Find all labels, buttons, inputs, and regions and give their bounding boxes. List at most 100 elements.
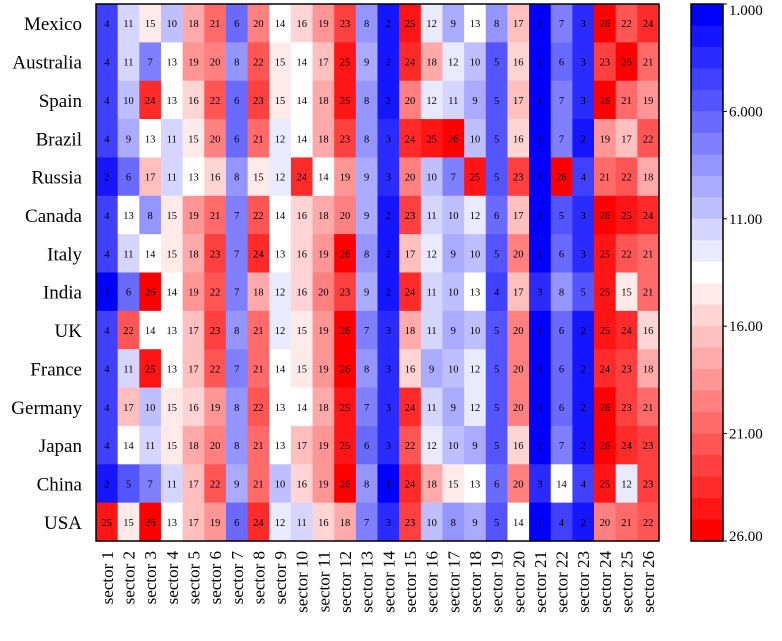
heatmap-cell <box>96 4 119 43</box>
cell-value-label: 3 <box>386 326 391 337</box>
heatmap-cell <box>225 157 249 197</box>
heatmap-cell <box>117 387 140 427</box>
cell-value-label: 1 <box>537 403 542 414</box>
heatmap-cell <box>550 272 573 312</box>
heatmap-cell <box>290 425 314 465</box>
cell-value-label: 5 <box>494 96 499 107</box>
cell-value-label: 8 <box>494 19 499 30</box>
cell-value-label: 18 <box>188 441 199 452</box>
column-label: sector 11 <box>314 551 333 612</box>
heatmap-cell <box>225 310 249 350</box>
cell-value-label: 22 <box>210 479 221 490</box>
cell-value-label: 22 <box>123 326 134 337</box>
cell-value-label: 24 <box>253 518 264 529</box>
cell-value-label: 14 <box>275 211 286 222</box>
heatmap-cell <box>572 387 595 427</box>
cell-value-label: 19 <box>318 479 329 490</box>
cell-value-label: 3 <box>386 441 391 452</box>
cell-value-label: 22 <box>253 211 264 222</box>
cell-value-label: 11 <box>167 479 177 490</box>
cell-value-label: 22 <box>621 249 632 260</box>
heatmap-cell <box>464 349 487 389</box>
heatmap-cell <box>139 234 162 274</box>
heatmap-cell <box>529 195 552 235</box>
cell-value-label: 23 <box>340 288 351 299</box>
heatmap-cell <box>399 157 422 197</box>
cell-value-label: 8 <box>364 19 369 30</box>
cell-value-label: 12 <box>470 403 481 414</box>
heatmap-cell <box>139 157 162 197</box>
cell-value-label: 17 <box>513 211 524 222</box>
heatmap-cell <box>442 272 465 312</box>
cell-value-label: 12 <box>426 249 437 260</box>
heatmap-cell <box>594 272 617 312</box>
cell-value-label: 13 <box>167 58 178 69</box>
colorbar-step <box>691 455 723 478</box>
heatmap-cell <box>550 119 573 159</box>
heatmap-cell <box>96 157 119 197</box>
heatmap-cell <box>529 387 552 427</box>
colorbar-step <box>691 68 723 91</box>
row-label: China <box>37 474 83 495</box>
heatmap-cell <box>485 195 509 235</box>
heatmap-cell <box>312 502 335 542</box>
heatmap-cell <box>312 119 335 159</box>
heatmap-cell <box>529 425 552 465</box>
heatmap-cell <box>312 425 335 465</box>
cell-value-label: 25 <box>600 288 611 299</box>
cell-value-label: 7 <box>364 403 369 414</box>
heatmap-cell <box>247 387 270 427</box>
cell-value-label: 16 <box>643 326 654 337</box>
heatmap-cell <box>377 425 400 465</box>
cell-value-label: 11 <box>123 58 133 69</box>
cell-value-label: 7 <box>234 249 239 260</box>
cell-value-label: 10 <box>426 173 437 184</box>
row-label: Japan <box>39 436 83 457</box>
cell-value-label: 19 <box>188 58 199 69</box>
cell-value-label: 17 <box>513 288 524 299</box>
cell-value-label: 19 <box>318 326 329 337</box>
heatmap-cell <box>442 387 465 427</box>
cell-value-label: 25 <box>426 134 437 145</box>
cell-value-label: 5 <box>494 58 499 69</box>
cell-value-label: 24 <box>405 479 416 490</box>
cell-value-label: 23 <box>210 249 221 260</box>
column-label: sector 14 <box>379 551 398 613</box>
cell-value-label: 12 <box>275 288 286 299</box>
heatmap-cell <box>139 310 162 350</box>
cell-value-label: 26 <box>340 326 351 337</box>
heatmap-cell <box>204 272 227 312</box>
heatmap-cell <box>269 4 292 43</box>
cell-value-label: 16 <box>296 211 307 222</box>
colorbar-step <box>691 175 723 198</box>
heatmap-cell <box>442 119 465 159</box>
heatmap-cell <box>464 80 487 120</box>
cell-value-label: 9 <box>451 403 456 414</box>
cell-value-label: 23 <box>643 441 654 452</box>
heatmap-cell <box>377 272 400 312</box>
cell-value-label: 21 <box>253 326 264 337</box>
heatmap-cell <box>96 234 119 274</box>
column-label: sector 13 <box>358 551 377 613</box>
heatmap-cell <box>334 157 357 197</box>
row-label: Australia <box>12 53 82 74</box>
heatmap-cell <box>312 310 335 350</box>
heatmap-cell <box>572 502 595 542</box>
heatmap-cell <box>572 42 595 82</box>
heatmap-cell <box>182 4 205 43</box>
cell-value-label: 2 <box>581 134 586 145</box>
heatmap-cell <box>420 4 444 43</box>
heatmap-cell <box>312 80 335 120</box>
cell-value-label: 7 <box>364 326 369 337</box>
cell-value-label: 13 <box>145 134 156 145</box>
colorbar-label: 16.00 <box>729 319 763 335</box>
cell-value-label: 15 <box>167 249 178 260</box>
cell-value-label: 2 <box>386 288 391 299</box>
heatmap-cell <box>615 195 638 235</box>
cell-value-label: 18 <box>318 211 329 222</box>
cell-value-label: 12 <box>275 134 286 145</box>
heatmap-cell <box>225 272 249 312</box>
cell-value-label: 26 <box>600 211 611 222</box>
heatmap-cell <box>247 157 270 197</box>
cell-value-label: 23 <box>340 134 351 145</box>
